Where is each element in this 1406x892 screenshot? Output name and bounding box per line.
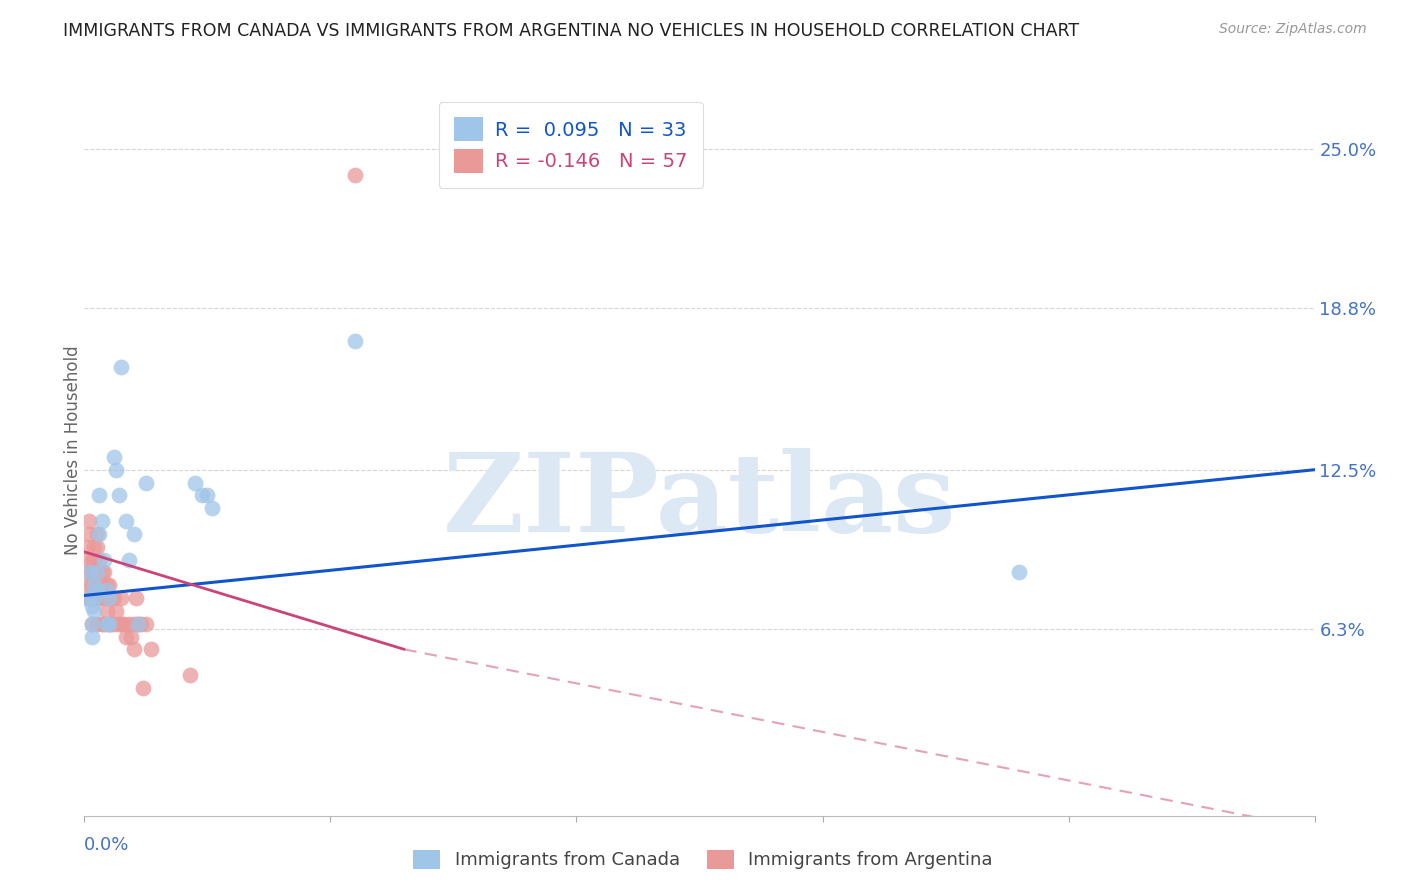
Point [128,616,150,631]
Legend: R =  0.095   N = 33, R = -0.146   N = 57: R = 0.095 N = 33, R = -0.146 N = 57 [439,102,703,188]
Point [79,514,101,528]
Point [90,616,112,631]
Point [115,630,138,644]
Point [83,591,105,605]
Point [86,527,108,541]
Point [93,616,115,631]
Point [87,527,111,541]
Point [76,566,98,580]
Point [80,630,103,644]
Point [344,168,367,182]
Point [118,552,141,566]
Point [115,514,138,528]
Point [83,566,105,580]
Point [96,583,118,598]
Point [79,578,101,592]
Point [76,540,98,554]
Point [86,566,108,580]
Point [96,604,118,618]
Point [98,591,120,605]
Point [80,578,103,592]
Text: 0.0%: 0.0% [84,836,129,854]
Point [93,552,115,566]
Point [122,527,145,541]
Point [135,475,157,490]
Point [83,578,105,592]
Point [201,501,224,516]
Point [79,566,101,580]
Point [90,566,112,580]
Point [87,488,111,502]
Point [80,552,103,566]
Point [122,616,145,631]
Point [103,616,125,631]
Point [76,591,98,605]
Text: Source: ZipAtlas.com: Source: ZipAtlas.com [1219,22,1367,37]
Y-axis label: No Vehicles in Household: No Vehicles in Household [65,345,82,556]
Point [108,616,131,631]
Point [80,616,103,631]
Point [90,578,112,592]
Point [87,591,111,605]
Point [110,359,132,374]
Point [135,616,157,631]
Point [103,591,125,605]
Point [191,488,214,502]
Point [96,616,118,631]
Point [184,475,207,490]
Point [112,616,135,631]
Point [100,616,122,631]
Point [87,552,111,566]
Point [179,668,201,682]
Point [120,630,142,644]
Point [83,540,105,554]
Point [103,450,125,464]
Point [129,616,152,631]
Point [80,591,103,605]
Point [197,488,219,502]
Point [79,527,101,541]
Point [90,514,112,528]
Point [79,552,101,566]
Point [122,642,145,657]
Point [86,591,108,605]
Point [86,566,108,580]
Point [1008,566,1031,580]
Point [132,681,155,695]
Point [110,591,132,605]
Legend: Immigrants from Canada, Immigrants from Argentina: Immigrants from Canada, Immigrants from … [404,841,1002,879]
Point [80,599,103,613]
Point [83,604,105,618]
Text: IMMIGRANTS FROM CANADA VS IMMIGRANTS FROM ARGENTINA NO VEHICLES IN HOUSEHOLD COR: IMMIGRANTS FROM CANADA VS IMMIGRANTS FRO… [63,22,1080,40]
Point [86,616,108,631]
Point [128,616,150,631]
Point [98,578,120,592]
Point [98,616,120,631]
Point [86,540,108,554]
Point [83,591,105,605]
Point [93,566,115,580]
Point [83,552,105,566]
Point [344,334,367,349]
Point [110,616,132,631]
Point [93,591,115,605]
Point [98,616,120,631]
Point [80,616,103,631]
Point [87,578,111,592]
Point [108,488,131,502]
Point [100,591,122,605]
Text: ZIPatlas: ZIPatlas [443,448,956,555]
Point [86,583,108,598]
Point [125,591,148,605]
Point [96,578,118,592]
Point [105,463,128,477]
Point [98,591,120,605]
Point [139,642,162,657]
Point [80,566,103,580]
Point [118,616,141,631]
Point [79,591,101,605]
Point [105,604,128,618]
